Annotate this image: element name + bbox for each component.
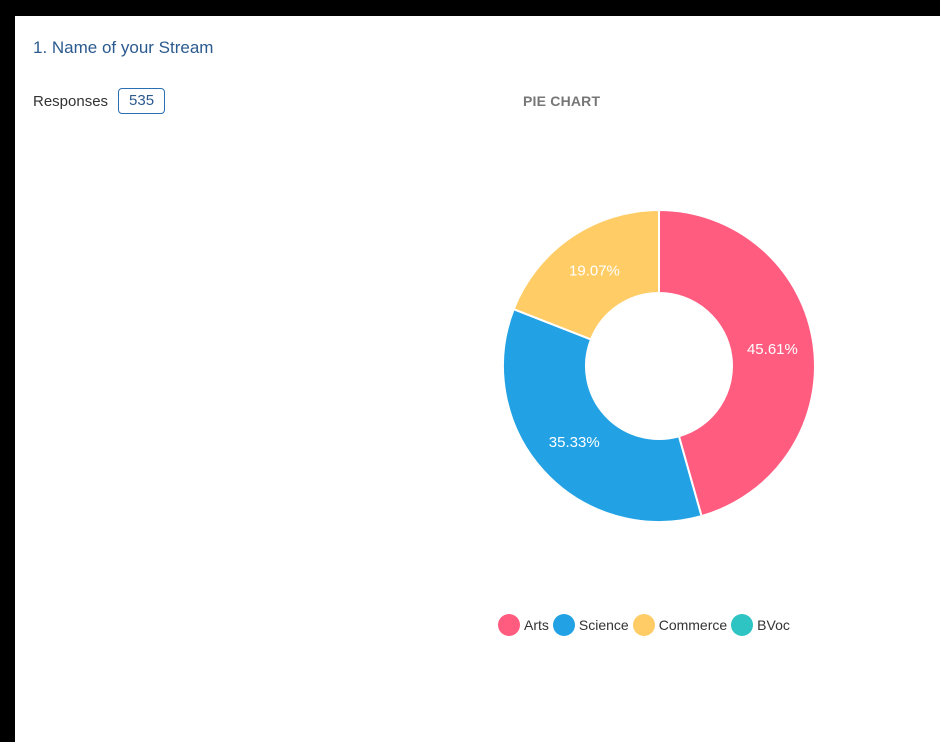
legend-swatch-commerce [632,614,655,636]
responses-label: Responses [33,92,109,110]
legend-item-bvoc[interactable]: BVoc [731,614,790,636]
legend-item-commerce[interactable]: Commerce [632,614,728,636]
slice-commerce[interactable] [512,208,660,341]
responses-row: Responses 535 [33,88,166,114]
chart-title: PIE CHART [523,93,601,109]
legend-label-science: Science [578,617,629,633]
slice-arts[interactable] [658,208,816,518]
legend-label-commerce: Commerce [658,617,728,633]
chart-slice-labels: 45.61% 35.33% 19.07% [549,262,798,451]
slice-science[interactable] [502,307,703,523]
slice-label-arts: 45.61% [747,341,798,358]
legend-item-arts[interactable]: Arts [498,614,549,636]
legend-swatch-arts [498,614,520,636]
slice-label-science: 35.33% [549,434,600,451]
chart-legend: Arts Science Commerce BVoc [498,614,794,636]
chart-slices [502,208,816,523]
legend-label-arts: Arts [524,617,549,633]
legend-label-bvoc: BVoc [757,617,790,633]
legend-swatch-science [552,614,575,636]
responses-count-badge: 535 [118,88,166,114]
question-card: 1. Name of your Stream Responses 535 PIE… [15,16,940,742]
doughnut-chart: 45.61% 35.33% 19.07% [502,208,816,523]
question-title: 1. Name of your Stream [33,38,214,57]
legend-swatch-bvoc [731,614,754,636]
slice-label-commerce: 19.07% [569,262,620,279]
legend-item-science[interactable]: Science [552,614,629,636]
